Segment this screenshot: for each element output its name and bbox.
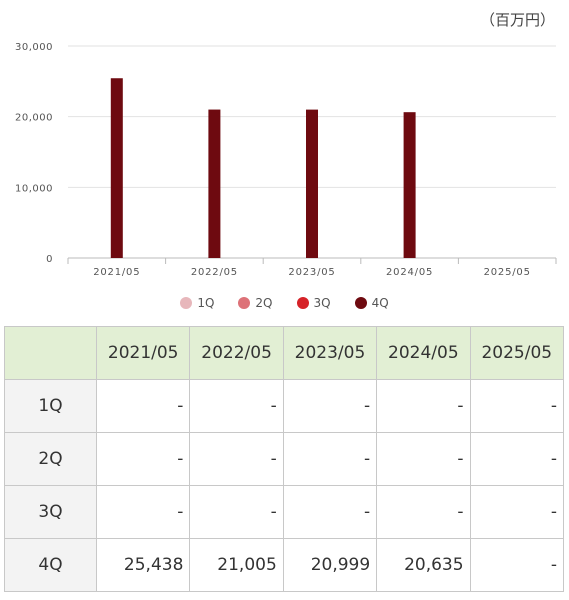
table-cell: - bbox=[469, 485, 565, 539]
table-cell: - bbox=[282, 379, 378, 433]
column-header: 2023/05 bbox=[282, 326, 378, 380]
x-tick-label: 2021/05 bbox=[93, 267, 140, 278]
legend-swatch-icon bbox=[238, 297, 251, 309]
table-row: 2Q - - - - - bbox=[4, 432, 565, 486]
table-cell: - bbox=[376, 485, 471, 539]
legend-item[interactable]: 2Q bbox=[238, 296, 273, 310]
table-cell: 20,999 bbox=[282, 538, 378, 592]
y-tick-label: 30,000 bbox=[15, 42, 53, 53]
y-tick-label: 10,000 bbox=[15, 183, 53, 194]
table-cell: - bbox=[282, 485, 378, 539]
legend-item[interactable]: 3Q bbox=[296, 296, 331, 310]
table-row: 1Q - - - - - bbox=[4, 379, 565, 433]
column-header: 2024/05 bbox=[376, 326, 471, 380]
bar-chart: 0 10,000 20,000 30,000 2021/05 2022/05 2023/05… bbox=[15, 42, 557, 278]
table-row: 4Q 25,438 21,005 20,999 20,635 - bbox=[4, 538, 565, 592]
table-cell: - bbox=[469, 379, 565, 433]
bar-4q bbox=[403, 112, 416, 258]
table-cell: - bbox=[189, 485, 284, 539]
legend-label: 4Q bbox=[371, 296, 389, 310]
legend-swatch-icon bbox=[296, 297, 309, 309]
table-cell: 20,635 bbox=[376, 538, 471, 592]
column-header: 2021/05 bbox=[95, 326, 191, 380]
table-corner-cell bbox=[4, 326, 97, 380]
table-row: 3Q - - - - - bbox=[4, 485, 565, 539]
unit-label: （百万円） bbox=[479, 11, 555, 29]
row-header: 3Q bbox=[4, 485, 97, 539]
y-tick-label: 0 bbox=[46, 254, 53, 265]
row-header: 4Q bbox=[4, 538, 97, 592]
legend-label: 1Q bbox=[197, 296, 215, 310]
table-cell: - bbox=[189, 432, 284, 486]
data-table: 2021/05 2022/05 2023/05 2024/05 2025/05 … bbox=[4, 326, 565, 592]
bar-4q bbox=[306, 109, 318, 259]
row-header: 2Q bbox=[4, 432, 97, 486]
column-header: 2022/05 bbox=[189, 326, 284, 380]
x-tick-label: 2025/05 bbox=[484, 267, 531, 278]
table-cell: - bbox=[95, 379, 191, 433]
legend-label: 3Q bbox=[313, 296, 331, 310]
table-cell: - bbox=[95, 432, 191, 486]
legend-swatch-icon bbox=[354, 297, 367, 309]
table-cell: - bbox=[376, 432, 471, 486]
table-cell: - bbox=[469, 432, 565, 486]
table-cell: 25,438 bbox=[95, 538, 191, 592]
bar-4q bbox=[208, 109, 221, 258]
legend-swatch-icon bbox=[180, 297, 193, 309]
bar-4q bbox=[110, 78, 123, 259]
column-header: 2025/05 bbox=[469, 326, 565, 380]
x-tick-label: 2022/05 bbox=[191, 267, 238, 278]
y-tick-label: 20,000 bbox=[15, 113, 53, 124]
table-header-row: 2021/05 2022/05 2023/05 2024/05 2025/05 bbox=[4, 326, 565, 380]
legend-item[interactable]: 1Q bbox=[180, 296, 214, 310]
legend-item[interactable]: 4Q bbox=[354, 296, 389, 310]
legend-label: 2Q bbox=[255, 296, 273, 310]
table-cell: - bbox=[282, 432, 378, 486]
x-tick-label: 2023/05 bbox=[288, 267, 335, 278]
x-tick-label: 2024/05 bbox=[386, 267, 433, 278]
table-cell: - bbox=[95, 485, 191, 539]
table-cell: - bbox=[469, 538, 565, 592]
chart-legend: 1Q 2Q 3Q 4Q bbox=[0, 296, 569, 310]
table-cell: - bbox=[189, 379, 284, 433]
table-cell: - bbox=[376, 379, 471, 433]
row-header: 1Q bbox=[4, 379, 97, 433]
table-cell: 21,005 bbox=[189, 538, 284, 592]
